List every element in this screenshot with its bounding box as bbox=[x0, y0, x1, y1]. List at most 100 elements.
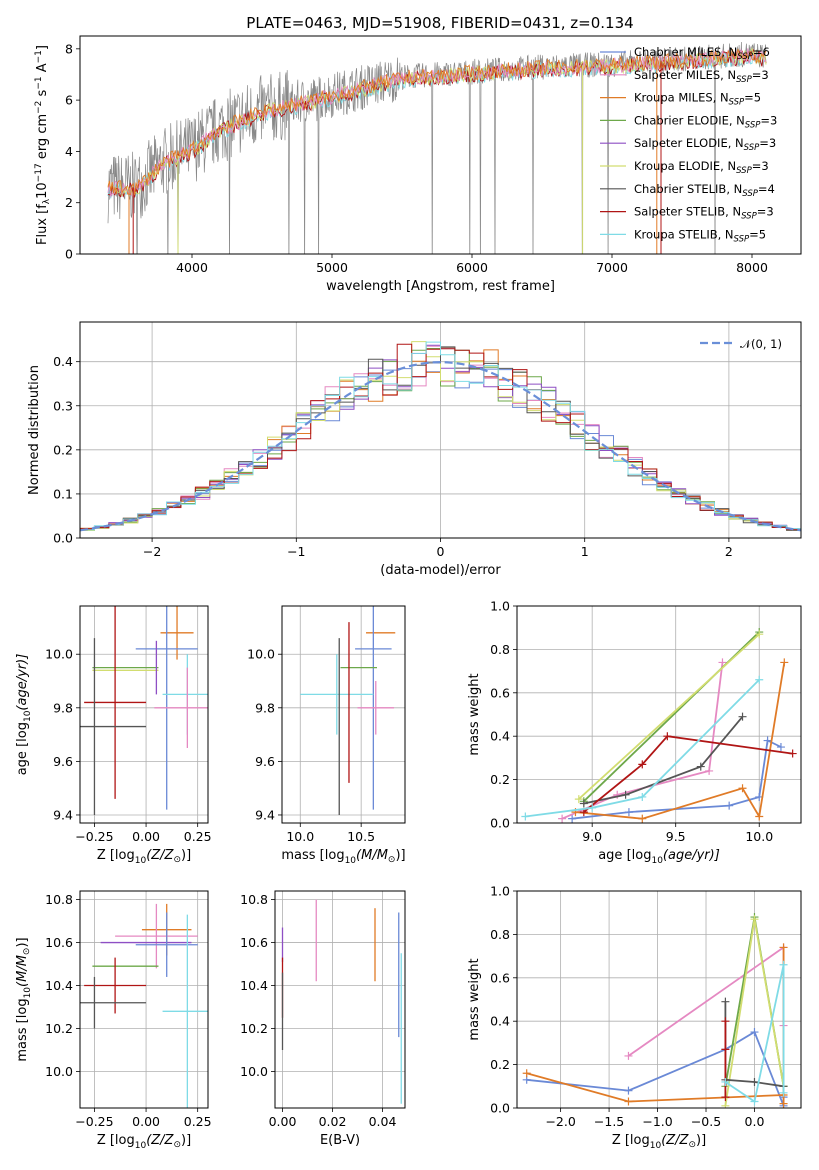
x-axis-label: (data-model)/error bbox=[380, 563, 501, 578]
grid-age_vs_mass bbox=[282, 606, 405, 823]
weight-point-marker bbox=[705, 766, 714, 775]
x-tick-label: −0.5 bbox=[691, 1114, 721, 1129]
x-tick-label: 10.5 bbox=[347, 829, 375, 844]
axes-frame bbox=[79, 35, 802, 255]
weight-point-marker bbox=[663, 732, 672, 741]
panel-mass_vs_Z: −0.25 0.00 0.25 10.0 10.2 10.4 10.6 10.8 Z [log1… bbox=[15, 890, 212, 1151]
y-tick-label: 0.8 bbox=[490, 642, 510, 657]
y-tick-label: 0.8 bbox=[490, 927, 510, 942]
y-axis-label: mass [log10(M/M⊙)] bbox=[15, 937, 33, 1061]
x-tick-label: 0 bbox=[437, 544, 445, 559]
plot-area-weight_vs_Z bbox=[522, 913, 788, 1108]
grid-weight_vs_Z bbox=[517, 890, 801, 1109]
weight-point-marker bbox=[624, 1051, 633, 1060]
grid-age_vs_Z bbox=[80, 606, 208, 823]
legend-label: Chabrier MILES, NSSP=6 bbox=[634, 45, 770, 62]
legend-label: Salpeter MILES, NSSP=3 bbox=[634, 68, 769, 85]
weight-point-marker bbox=[788, 749, 797, 758]
weight-point-marker bbox=[755, 675, 764, 684]
x-tick-label: 0.0 bbox=[745, 1114, 765, 1129]
weight-point-marker bbox=[755, 812, 764, 821]
weight-point-marker bbox=[776, 743, 785, 752]
y-tick-label: 0.3 bbox=[53, 398, 73, 413]
x-tick-label: 0.25 bbox=[184, 829, 212, 844]
weight-point-marker bbox=[574, 795, 583, 804]
y-axis-label: Normed distribution bbox=[27, 365, 42, 495]
weight-point-marker bbox=[738, 712, 747, 721]
weight-point-marker bbox=[621, 790, 630, 799]
weight-point-marker bbox=[721, 997, 730, 1006]
y-tick-label: 10.6 bbox=[45, 935, 73, 950]
x-tick-label: −1 bbox=[287, 544, 305, 559]
weight-point-marker bbox=[779, 1088, 788, 1097]
legend-model: Kroupa ELODIE, N bbox=[634, 159, 736, 173]
legend-label: Kroupa STELIB, NSSP=5 bbox=[634, 227, 766, 244]
y-tick-label: 10.4 bbox=[45, 978, 73, 993]
legend-model: Chabrier ELODIE, N bbox=[634, 113, 745, 127]
x-axis-label: age [log10(age/yr)] bbox=[598, 848, 720, 866]
weight-point-marker bbox=[579, 799, 588, 808]
y-axis-label: mass weight bbox=[467, 673, 482, 755]
x-tick-label: 8000 bbox=[736, 260, 768, 275]
panel-age_vs_Z: −0.25 0.00 0.25 9.4 9.6 9.8 10.0 Z [log10(Z/Z⊙)… bbox=[15, 605, 212, 866]
legend-label: Chabrier ELODIE, NSSP=3 bbox=[634, 113, 777, 130]
weight-point-marker bbox=[721, 1045, 730, 1054]
y-tick-label: 0.2 bbox=[53, 442, 73, 457]
x-tick-label: 0.04 bbox=[369, 1114, 397, 1129]
x-tick-label: 0.00 bbox=[132, 829, 160, 844]
y-tick-label: 10.0 bbox=[45, 1064, 73, 1079]
x-axis-label: Z [log10(Z/Z⊙)] bbox=[97, 1133, 191, 1151]
figure-title: PLATE=0463, MJD=51908, FIBERID=0431, z=0… bbox=[246, 14, 633, 32]
spectrum-legend: Chabrier MILES, NSSP=6 Salpeter MILES, NS… bbox=[600, 45, 777, 244]
y-tick-label: 0.4 bbox=[53, 354, 73, 369]
legend-model: Chabrier MILES, N bbox=[634, 45, 737, 59]
x-axis-label: Z [log10(Z/Z⊙)] bbox=[612, 1133, 706, 1151]
x-tick-label: 0.00 bbox=[269, 1114, 297, 1129]
weight-series-line bbox=[525, 679, 760, 818]
axes-frame bbox=[274, 890, 406, 1109]
x-tick-label: 9.0 bbox=[582, 829, 602, 844]
legend-label: Salpeter STELIB, NSSP=3 bbox=[634, 205, 774, 222]
weight-point-marker bbox=[721, 1101, 730, 1108]
y-tick-label: 9.4 bbox=[255, 807, 275, 822]
x-tick-label: −0.25 bbox=[75, 1114, 113, 1129]
weight-point-marker bbox=[763, 736, 772, 745]
y-tick-label: 0.0 bbox=[490, 816, 510, 831]
weight-point-marker bbox=[721, 1077, 730, 1086]
x-tick-label: 0.02 bbox=[319, 1114, 347, 1129]
weight-point-marker bbox=[780, 658, 789, 667]
plot-area-mass_vs_ebv bbox=[281, 899, 402, 1104]
y-tick-label: 10.2 bbox=[45, 1021, 73, 1036]
x-tick-label: 4000 bbox=[176, 260, 208, 275]
y-tick-label: 0.1 bbox=[53, 486, 73, 501]
axes-frame bbox=[79, 605, 209, 824]
plot-layer: 4000 5000 6000 7000 8000 0 2 4 6 8 wavelength [Ang… bbox=[15, 35, 802, 1151]
panel-spectrum: 4000 5000 6000 7000 8000 0 2 4 6 8 wavelength [Ang… bbox=[34, 35, 802, 294]
plot-area-age_vs_Z bbox=[80, 606, 208, 815]
x-tick-label: 5000 bbox=[316, 260, 348, 275]
legend-model: Chabrier STELIB, N bbox=[634, 182, 742, 196]
weight-point-marker bbox=[779, 943, 788, 952]
x-tick-label: −0.25 bbox=[75, 829, 113, 844]
legend-model: Kroupa STELIB, N bbox=[634, 227, 734, 241]
y-tick-label: 9.8 bbox=[53, 700, 73, 715]
weight-point-marker bbox=[588, 803, 597, 812]
x-tick-label: −2 bbox=[143, 544, 161, 559]
weight-series-line bbox=[578, 633, 760, 800]
legend-model: Kroupa MILES, N bbox=[634, 91, 729, 105]
grid-mass_vs_Z bbox=[80, 891, 208, 1108]
plot-area-residuals bbox=[80, 341, 801, 532]
y-tick-label: 9.6 bbox=[255, 754, 275, 769]
histogram-step-line bbox=[80, 341, 801, 531]
weight-series-line bbox=[583, 716, 744, 805]
legend-model: Salpeter ELODIE, N bbox=[634, 136, 744, 150]
weight-point-marker bbox=[521, 812, 530, 821]
panel-weight_vs_Z: −2.0 −1.5 −1.0 −0.5 0.0 0.0 0.2 0.4 0.6 0.8 1.0 Z [… bbox=[467, 884, 802, 1151]
y-axis-label: age [log10(age/yr)] bbox=[15, 654, 33, 776]
plot-area-age_vs_mass bbox=[300, 606, 396, 815]
histogram-step-line bbox=[80, 341, 801, 531]
y-tick-label: 9.4 bbox=[53, 807, 73, 822]
weight-point-marker bbox=[738, 784, 747, 793]
y-axis-label: Flux [fλ10−17 erg cm−2 s−1 A−1] bbox=[34, 45, 52, 245]
x-tick-label: 9.5 bbox=[666, 829, 686, 844]
